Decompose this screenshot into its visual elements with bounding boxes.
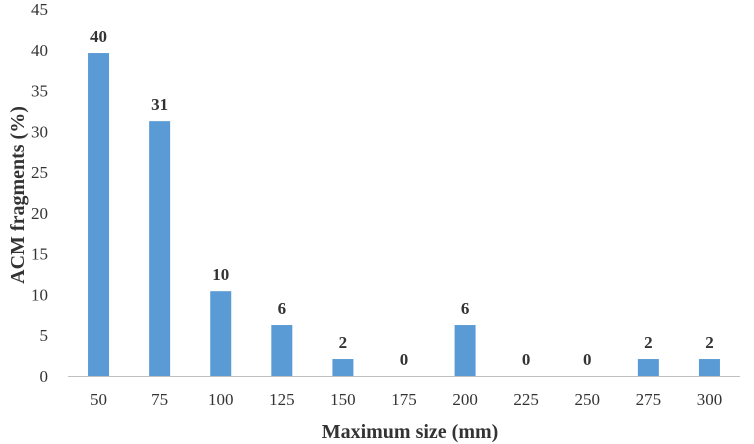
x-tick-label: 275 xyxy=(636,390,662,409)
y-tick-label: 45 xyxy=(31,0,48,19)
x-tick-label: 200 xyxy=(452,390,478,409)
bar xyxy=(271,325,293,376)
bar-data-label: 2 xyxy=(705,333,714,352)
x-tick-label: 250 xyxy=(575,390,601,409)
bar-data-label: 40 xyxy=(90,27,107,46)
bar-data-label: 6 xyxy=(461,299,470,318)
bars xyxy=(88,53,720,376)
x-tick-label: 50 xyxy=(90,390,107,409)
bar-data-label: 2 xyxy=(644,333,653,352)
bar-data-label: 6 xyxy=(278,299,287,318)
bar xyxy=(637,359,659,376)
x-tick-label: 125 xyxy=(269,390,295,409)
y-tick-label: 15 xyxy=(31,245,48,264)
x-tick-label: 225 xyxy=(513,390,539,409)
bar xyxy=(210,291,232,376)
x-axis-title: Maximum size (mm) xyxy=(322,421,499,443)
bar xyxy=(454,325,476,376)
y-tick-label: 5 xyxy=(40,326,49,345)
y-axis-title: ACM fragments (%) xyxy=(7,106,29,284)
x-tick-label: 100 xyxy=(208,390,234,409)
y-tick-label: 25 xyxy=(31,163,48,182)
y-tick-label: 40 xyxy=(31,41,48,60)
x-tick-label: 175 xyxy=(391,390,417,409)
y-tick-label: 20 xyxy=(31,204,48,223)
y-tick-label: 30 xyxy=(31,122,48,141)
bar xyxy=(332,359,354,376)
bar-data-label: 2 xyxy=(339,333,348,352)
data-labels: 40 31 10 6 2 0 6 0 0 2 2 xyxy=(90,27,714,369)
y-tick-label: 35 xyxy=(31,82,48,101)
x-tick-label: 75 xyxy=(151,390,168,409)
y-tick-label: 10 xyxy=(31,285,48,304)
bar xyxy=(149,121,171,376)
bar xyxy=(698,359,720,376)
bar-data-label: 0 xyxy=(583,350,592,369)
bar-data-label: 0 xyxy=(522,350,531,369)
x-tick-label: 300 xyxy=(697,390,723,409)
bar xyxy=(88,53,110,376)
x-axis-ticks: 50 75 100 125 150 175 200 225 250 275 300 xyxy=(90,390,722,409)
y-axis-ticks: 0 5 10 15 20 25 30 35 40 45 xyxy=(31,0,48,386)
y-tick-label: 0 xyxy=(40,367,49,386)
bar-data-label: 31 xyxy=(151,95,168,114)
x-tick-label: 150 xyxy=(330,390,356,409)
bar-data-label: 10 xyxy=(212,265,229,284)
bar-data-label: 0 xyxy=(400,350,409,369)
